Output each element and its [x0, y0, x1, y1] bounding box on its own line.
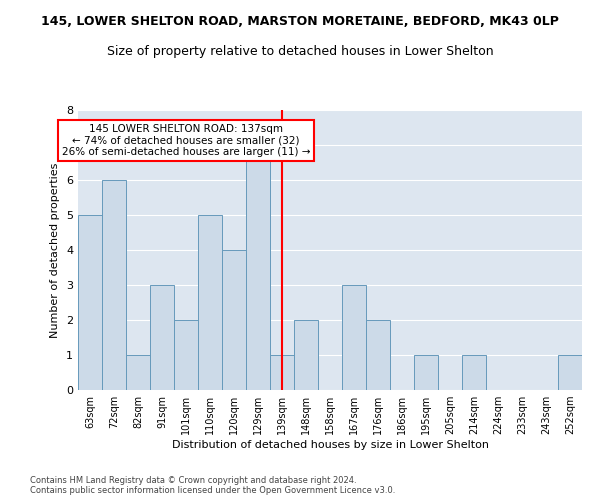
Bar — [174, 320, 198, 390]
Text: Size of property relative to detached houses in Lower Shelton: Size of property relative to detached ho… — [107, 45, 493, 58]
X-axis label: Distribution of detached houses by size in Lower Shelton: Distribution of detached houses by size … — [172, 440, 488, 450]
Bar — [198, 215, 222, 390]
Bar — [246, 145, 270, 390]
Bar — [270, 355, 294, 390]
Bar — [342, 285, 366, 390]
Bar — [414, 355, 438, 390]
Text: 145 LOWER SHELTON ROAD: 137sqm
← 74% of detached houses are smaller (32)
26% of : 145 LOWER SHELTON ROAD: 137sqm ← 74% of … — [62, 124, 310, 157]
Text: Contains HM Land Registry data © Crown copyright and database right 2024.
Contai: Contains HM Land Registry data © Crown c… — [30, 476, 395, 495]
Bar — [78, 215, 102, 390]
Bar — [366, 320, 390, 390]
Bar — [102, 180, 126, 390]
Bar — [294, 320, 318, 390]
Bar — [126, 355, 150, 390]
Text: 145, LOWER SHELTON ROAD, MARSTON MORETAINE, BEDFORD, MK43 0LP: 145, LOWER SHELTON ROAD, MARSTON MORETAI… — [41, 15, 559, 28]
Y-axis label: Number of detached properties: Number of detached properties — [50, 162, 61, 338]
Bar — [462, 355, 486, 390]
Bar — [558, 355, 582, 390]
Bar — [150, 285, 174, 390]
Bar — [222, 250, 246, 390]
